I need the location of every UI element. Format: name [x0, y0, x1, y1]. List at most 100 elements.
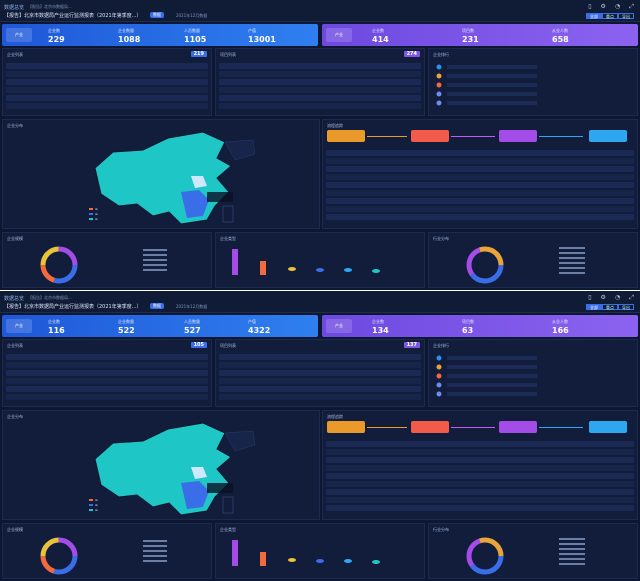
toolbar-icons: ▯ ⚙ ◔ ⤢	[588, 3, 634, 11]
list-item[interactable]	[219, 95, 421, 101]
table-row[interactable]	[326, 473, 634, 479]
top-bar: 数据总览 【报告】北京市数据局... 【报告】北京市数据局产业运行监测报表（20…	[0, 291, 640, 313]
china-map[interactable]	[3, 411, 321, 521]
breadcrumb[interactable]: 【报告】北京市数据局...	[28, 295, 72, 300]
table-row[interactable]	[326, 198, 634, 204]
list-item[interactable]	[219, 354, 421, 360]
dashboard-top: 数据总览 【报告】北京市数据局... 【报告】北京市数据局产业运行监测报表（20…	[0, 0, 640, 290]
top-bar: 数据总览 【报告】北京市数据局... 【报告】北京市数据局产业运行监测报表（20…	[0, 0, 640, 22]
list-item[interactable]	[219, 394, 421, 400]
share-icon[interactable]: ◔	[614, 294, 621, 301]
table-row[interactable]	[326, 150, 634, 156]
list-item[interactable]	[219, 63, 421, 69]
kpi-metric: 企业数量 522	[118, 319, 135, 335]
table-row[interactable]	[326, 182, 634, 188]
flow-step[interactable]	[411, 421, 449, 433]
table-row[interactable]	[326, 481, 634, 487]
legend-swatch: ▬	[95, 206, 98, 211]
toggle-all[interactable]: 全部	[586, 304, 602, 310]
settings-icon[interactable]: ⚙	[600, 3, 606, 10]
flow-step[interactable]	[499, 130, 537, 142]
legend-swatch: ▬	[95, 211, 98, 216]
kpi-badge: 产业	[6, 319, 32, 333]
flow-step[interactable]	[499, 421, 537, 433]
panel-title: 企业分布	[7, 414, 23, 419]
donut-chart[interactable]	[3, 524, 213, 580]
table-row[interactable]	[326, 497, 634, 503]
list-item[interactable]	[6, 354, 208, 360]
bar-chart[interactable]	[216, 524, 426, 580]
list-item[interactable]	[6, 79, 208, 85]
list-item[interactable]	[6, 63, 208, 69]
phone-icon[interactable]: ▯	[588, 294, 592, 301]
fullscreen-icon[interactable]: ⤢	[629, 294, 634, 301]
breadcrumb[interactable]: 【报告】北京市数据局...	[28, 4, 72, 9]
list-item[interactable]	[6, 362, 208, 368]
list-item[interactable]	[6, 87, 208, 93]
toggle-all[interactable]: 全部	[586, 13, 602, 19]
donut-chart[interactable]	[429, 524, 639, 580]
table-row[interactable]	[326, 174, 634, 180]
toggle-key[interactable]: 重点	[602, 304, 618, 310]
bar-chart[interactable]	[216, 233, 426, 289]
panel-title: 流程追踪	[327, 414, 343, 419]
list-item[interactable]	[219, 103, 421, 109]
flow-step[interactable]	[589, 130, 627, 142]
table-row[interactable]	[326, 465, 634, 471]
donut-chart[interactable]	[3, 233, 213, 289]
table-row[interactable]	[326, 190, 634, 196]
legend-swatch: ▬	[95, 497, 98, 502]
toggle-export[interactable]: 导出	[618, 13, 634, 19]
table-row[interactable]	[326, 449, 634, 455]
flow-step[interactable]	[327, 421, 365, 433]
flow-step[interactable]	[411, 130, 449, 142]
list-item[interactable]	[6, 95, 208, 101]
status-badge: 数据	[150, 303, 164, 309]
list-item[interactable]	[219, 362, 421, 368]
table-row[interactable]	[326, 441, 634, 447]
list-item[interactable]	[219, 370, 421, 376]
kpi-metric: 人员数量 1105	[184, 28, 207, 44]
industry-panel: 行业分布	[428, 232, 638, 288]
share-icon[interactable]: ◔	[614, 3, 621, 10]
list-item[interactable]	[219, 386, 421, 392]
list-item[interactable]	[6, 394, 208, 400]
table-row[interactable]	[326, 206, 634, 212]
panel-title: 企业排行	[433, 52, 449, 57]
dashboard-bottom: 数据总览 【报告】北京市数据局... 【报告】北京市数据局产业运行监测报表（20…	[0, 291, 640, 581]
list-item[interactable]	[6, 71, 208, 77]
panel-title: 行业分布	[433, 236, 449, 241]
toggle-export[interactable]: 导出	[618, 304, 634, 310]
list-item[interactable]	[219, 71, 421, 77]
table-row[interactable]	[326, 158, 634, 164]
list-item[interactable]	[6, 386, 208, 392]
table-row[interactable]	[326, 214, 634, 220]
fullscreen-icon[interactable]: ⤢	[629, 3, 634, 10]
panel-title: 企业规模	[7, 236, 23, 241]
table-row[interactable]	[326, 505, 634, 511]
list-item[interactable]	[219, 87, 421, 93]
legend-swatch: ▬	[95, 502, 98, 507]
table-row[interactable]	[326, 489, 634, 495]
toggle-key[interactable]: 重点	[602, 13, 618, 19]
china-map[interactable]	[3, 120, 321, 230]
table-row[interactable]	[326, 166, 634, 172]
list-item[interactable]	[6, 378, 208, 384]
list-item[interactable]	[219, 79, 421, 85]
list-item[interactable]	[6, 370, 208, 376]
ranking-panel: 企业排行	[428, 339, 638, 407]
kpi-metric: 企业数 229	[48, 28, 65, 44]
ranking-list	[436, 64, 537, 106]
flow-step[interactable]	[327, 130, 365, 142]
brand: 数据总览	[4, 296, 25, 302]
list-item[interactable]	[219, 378, 421, 384]
phone-icon[interactable]: ▯	[588, 3, 592, 10]
panel-title: 企业类型	[220, 236, 236, 241]
donut-chart[interactable]	[429, 233, 639, 289]
list-item[interactable]	[6, 103, 208, 109]
flow-step[interactable]	[589, 421, 627, 433]
settings-icon[interactable]: ⚙	[600, 294, 606, 301]
table-row[interactable]	[326, 457, 634, 463]
map-panel: 企业分布 ▬ ▬ ▬	[2, 410, 320, 520]
kpi-panel-left: 产业 企业数 116 企业数量 522 人员数量 527 产值 4322	[2, 315, 318, 337]
